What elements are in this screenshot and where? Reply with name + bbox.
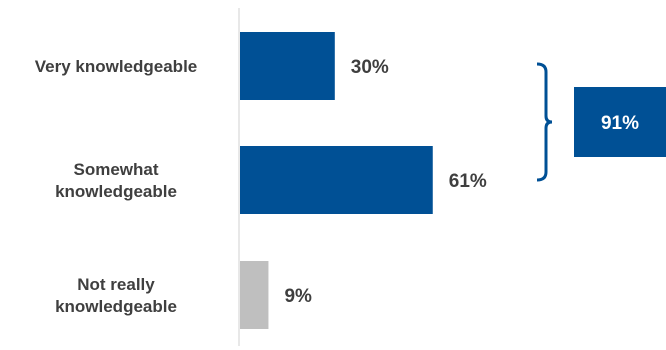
category-label-2: Not really knowledgeable: [55, 275, 177, 316]
bar-1: [240, 146, 433, 214]
total-badge: [574, 87, 666, 157]
bars-layer: Very knowledgeable 30% Somewhat knowledgeab…: [35, 32, 487, 329]
category-label-line: Very knowledgeable: [35, 57, 198, 76]
category-label-line: Not really: [77, 275, 155, 294]
category-label-1: Somewhat knowledgeable: [55, 160, 177, 201]
category-label-line: knowledgeable: [55, 182, 177, 201]
total-badge-label: 91%: [601, 113, 639, 134]
bar-0: [240, 32, 335, 100]
bar-2: [240, 261, 269, 329]
curly-bracket: [536, 62, 553, 182]
value-label-0: 30%: [351, 57, 389, 78]
category-label-line: knowledgeable: [55, 297, 177, 316]
value-label-2: 9%: [284, 286, 312, 307]
total-bracket-group: 91%: [536, 62, 666, 182]
category-label-line: Somewhat: [73, 160, 158, 179]
value-label-1: 61%: [449, 171, 487, 192]
category-label-0: Very knowledgeable: [35, 57, 198, 76]
